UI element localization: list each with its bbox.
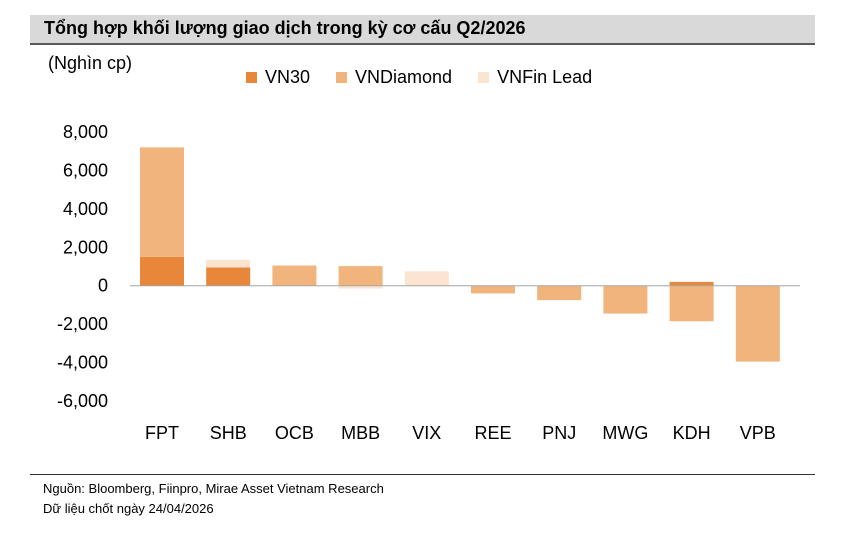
y-tick-label: -4,000 — [57, 353, 108, 373]
bar-pnj-vndiamond — [537, 285, 582, 301]
bar-ocb-vndiamond — [272, 265, 317, 286]
unit-label: (Nghìn cp) — [48, 53, 133, 73]
y-tick-label: 4,000 — [63, 199, 108, 219]
bar-ree-vndiamond — [471, 285, 515, 294]
title-bar: Tổng hợp khối lượng giao dịch trong kỳ c… — [30, 15, 815, 45]
bar-fpt-vn30 — [140, 256, 184, 286]
y-tick-label: 0 — [98, 276, 108, 296]
x-tick-label: OCB — [275, 423, 314, 443]
legend-swatch-vnfin-lead — [478, 72, 490, 83]
bar-kdh-vn30 — [669, 281, 714, 286]
bar-shb-vn30 — [206, 267, 251, 286]
y-tick-label: 2,000 — [63, 237, 108, 257]
legend-item-vndiamond: VNDiamond — [336, 67, 452, 88]
x-tick-label: PNJ — [542, 423, 576, 443]
chart-title: Tổng hợp khối lượng giao dịch trong kỳ c… — [44, 18, 526, 38]
date-note: Dữ liệu chốt ngày 24/04/2026 — [43, 501, 214, 516]
legend-item-vn30: VN30 — [246, 67, 310, 88]
legend-label-vnfin-lead: VNFin Lead — [497, 67, 593, 87]
y-tick-label: -6,000 — [57, 391, 108, 411]
x-tick-label: VPB — [740, 423, 776, 443]
y-tick-label: 8,000 — [63, 122, 108, 142]
bar-mwg-vndiamond — [603, 285, 648, 314]
legend: VN30 VNDiamond VNFin Lead — [246, 67, 618, 88]
y-tick-label: -2,000 — [57, 314, 108, 334]
bar-fpt-vndiamond — [140, 147, 184, 257]
legend-label-vn30: VN30 — [265, 67, 311, 87]
bar-shb-vnfin-lead — [206, 259, 251, 268]
legend-label-vndiamond: VNDiamond — [355, 67, 453, 87]
bar-vix-vnfin-lead — [404, 271, 449, 286]
bar-mbb-vnfin-lead — [338, 285, 383, 289]
bar-vpb-vndiamond — [735, 285, 780, 362]
x-tick-label: VIX — [412, 423, 441, 443]
x-tick-label: MBB — [341, 423, 380, 443]
x-tick-label: KDH — [673, 423, 711, 443]
legend-item-vnfin-lead: VNFin Lead — [478, 67, 592, 88]
x-tick-label: REE — [474, 423, 511, 443]
legend-swatch-vndiamond — [336, 72, 348, 83]
y-tick-label: 6,000 — [63, 160, 108, 180]
x-tick-label: SHB — [210, 423, 247, 443]
x-tick-label: MWG — [602, 423, 648, 443]
bar-kdh-vndiamond — [669, 285, 714, 322]
bar-mbb-vndiamond — [338, 266, 383, 286]
source-note: Nguồn: Bloomberg, Fiinpro, Mirae Asset V… — [43, 481, 384, 496]
legend-swatch-vn30 — [246, 72, 257, 83]
footer-divider — [30, 474, 815, 475]
x-tick-label: FPT — [145, 423, 179, 443]
